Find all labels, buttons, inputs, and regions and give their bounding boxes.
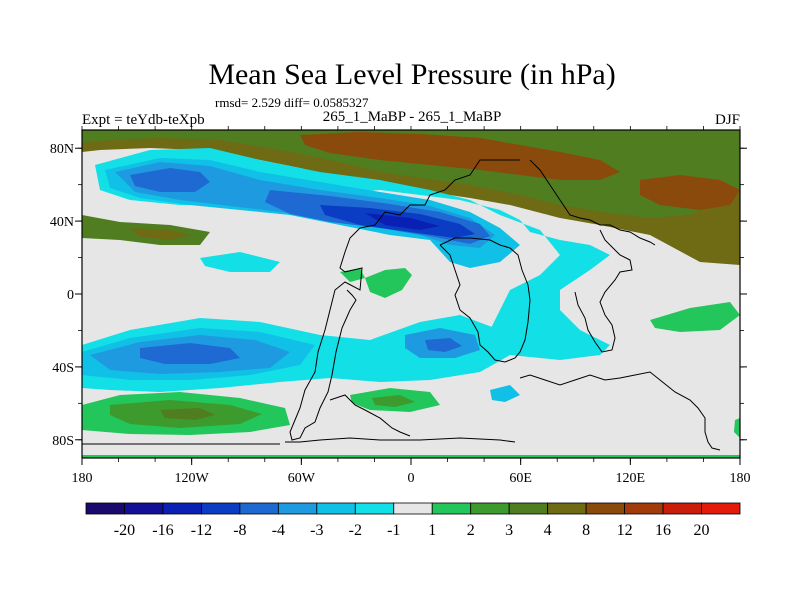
pressure-field bbox=[82, 130, 740, 458]
y-tick-label: 80S bbox=[52, 434, 74, 449]
y-tick-label: 40N bbox=[50, 215, 74, 230]
colorbar-label: 16 bbox=[655, 522, 671, 539]
y-tick-label: 80N bbox=[50, 142, 74, 157]
x-tick-label: 120E bbox=[616, 471, 646, 486]
colorbar-swatch bbox=[585, 502, 625, 515]
experiment-label: Expt = teYdb-teXpb bbox=[82, 112, 205, 128]
colorbar-label: -12 bbox=[191, 522, 212, 539]
outline-antarctica bbox=[82, 437, 516, 445]
y-axis: 80N 40N 0 40S 80S bbox=[50, 142, 747, 449]
contour-north-positive-3 bbox=[82, 130, 740, 218]
colorbar-swatch bbox=[470, 502, 510, 515]
contour-south-africa-negative-4 bbox=[425, 338, 462, 352]
x-tick-label: 180 bbox=[72, 471, 93, 486]
colorbar-swatch bbox=[277, 502, 318, 515]
contour-south-small-negative bbox=[490, 385, 520, 402]
contour-atlantic-south-positive-3 bbox=[372, 395, 415, 407]
colorbar-label: 1 bbox=[428, 522, 436, 539]
x-tick-label: 120W bbox=[175, 471, 210, 486]
colorbar-swatch bbox=[162, 502, 202, 515]
colorbar-swatch bbox=[701, 502, 741, 515]
colorbar-label: -8 bbox=[233, 522, 246, 539]
colorbar-swatch bbox=[354, 502, 395, 515]
continent-outlines bbox=[82, 159, 721, 451]
chart-title: Mean Sea Level Pressure (in hPa) bbox=[208, 58, 615, 91]
contour-north-negative-4 bbox=[130, 168, 210, 192]
colorbar-swatch bbox=[393, 502, 433, 515]
colorbar-swatch bbox=[508, 502, 549, 515]
contour-north-positive-12-east bbox=[640, 175, 740, 210]
colorbar-label: -3 bbox=[310, 522, 323, 539]
outline-asia-east bbox=[574, 229, 633, 353]
outline-americas bbox=[289, 159, 520, 441]
colorbar-swatch bbox=[662, 502, 702, 515]
contour-indian-positive bbox=[650, 302, 740, 332]
contour-west-positive-inner bbox=[130, 228, 190, 240]
contour-small-negative bbox=[200, 252, 280, 272]
colorbar-label: 8 bbox=[582, 522, 590, 539]
stats-label: rmsd= 2.529 diff= 0.0585327 bbox=[215, 95, 369, 110]
case-label: 265_1_MaBP - 265_1_MaBP bbox=[323, 109, 502, 125]
colorbar-swatch bbox=[431, 502, 472, 515]
x-tick-label: 0 bbox=[408, 471, 415, 486]
colorbar-label: 2 bbox=[467, 522, 475, 539]
y-tick-label: 40S bbox=[52, 361, 74, 376]
contour-pacific-south-positive bbox=[734, 418, 740, 438]
y-tick-label: 0 bbox=[67, 288, 74, 303]
season-label: DJF bbox=[715, 112, 740, 128]
colorbar-label: -2 bbox=[349, 522, 362, 539]
x-tick-label: 60E bbox=[509, 471, 532, 486]
outline-australia bbox=[519, 371, 721, 451]
colorbar-swatch bbox=[85, 502, 125, 515]
colorbar-label: -16 bbox=[152, 522, 173, 539]
colorbar-swatch bbox=[239, 502, 279, 515]
x-axis: 180 120W 60W 0 60E 120E 180 bbox=[72, 126, 751, 486]
contour-south-negative-4 bbox=[140, 343, 240, 364]
outline-south-america-south bbox=[329, 394, 411, 437]
colorbar-swatch bbox=[547, 502, 587, 515]
colorbar: -20 -16 -12 -8 -4 -3 -2 -1 1 2 3 4 8 12 16 20 bbox=[85, 502, 741, 539]
contour-south-positive-4 bbox=[160, 408, 215, 420]
colorbar-label: 4 bbox=[544, 522, 552, 539]
contour-north-negative-12 bbox=[365, 213, 440, 230]
contour-africa-positive bbox=[365, 268, 412, 298]
colorbar-label: -1 bbox=[387, 522, 400, 539]
colorbar-label: -4 bbox=[272, 522, 285, 539]
colorbar-swatch bbox=[316, 502, 356, 515]
colorbar-label: 12 bbox=[617, 522, 633, 539]
x-tick-label: 60W bbox=[288, 471, 316, 486]
colorbar-swatch bbox=[124, 502, 164, 515]
colorbar-label: -20 bbox=[114, 522, 135, 539]
contour-south-edge-positive bbox=[82, 455, 740, 458]
colorbar-label: 20 bbox=[694, 522, 710, 539]
colorbar-swatch bbox=[201, 502, 241, 515]
outline-africa-eurasia bbox=[439, 159, 656, 363]
x-tick-label: 180 bbox=[730, 471, 751, 486]
contour-north-positive-8 bbox=[300, 132, 620, 180]
colorbar-swatch bbox=[624, 502, 664, 515]
colorbar-label: 3 bbox=[505, 522, 513, 539]
